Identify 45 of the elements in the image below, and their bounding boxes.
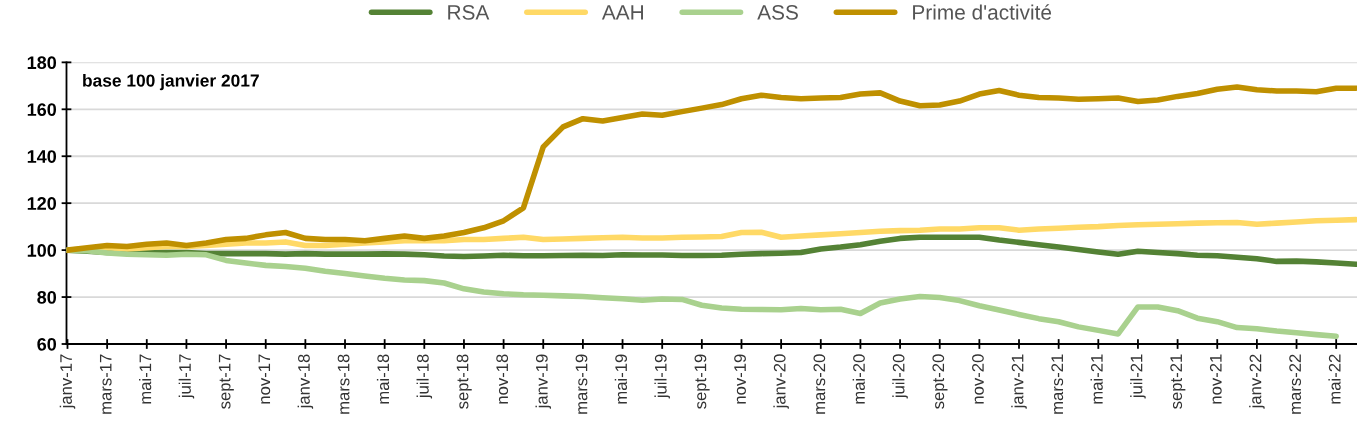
x-tick-label: mai-20 [852, 354, 865, 404]
y-tick-label: 180 [27, 56, 57, 70]
x-tick-label: mai-19 [614, 354, 628, 404]
x-tick-label: juil-21 [1130, 354, 1146, 399]
x-tick-label: janv-18 [297, 354, 314, 409]
annotation: base 100 janvier 2017 [83, 73, 259, 91]
x-tick-label: juil-18 [416, 354, 433, 399]
x-tick-label: mai-22 [1328, 354, 1341, 404]
y-tick-label: 60 [37, 337, 57, 351]
x-tick-label: sept-17 [218, 354, 234, 409]
x-tick-label: nov-17 [258, 354, 271, 404]
legend-label: AAH [601, 5, 643, 20]
x-tick-label: mars-19 [575, 354, 588, 414]
x-tick-label: nov-20 [972, 354, 984, 404]
x-tick-label: mai-18 [376, 354, 390, 404]
x-tick-label: sept-20 [932, 354, 948, 409]
x-tick-label: juil-17 [178, 354, 195, 399]
x-tick-label: mai-17 [139, 354, 152, 404]
x-tick-label: nov-18 [496, 354, 509, 404]
x-tick-label: janv-22 [1249, 354, 1265, 409]
x-tick-label: nov-21 [1209, 354, 1222, 404]
x-tick-label: juil-19 [654, 354, 670, 399]
x-tick-label: mars-21 [1051, 354, 1064, 414]
y-tick-label: 120 [27, 197, 57, 210]
x-tick-label: sept-18 [456, 354, 472, 409]
x-tick-label: mars-17 [99, 354, 112, 414]
y-tick-label: 160 [27, 103, 57, 117]
x-tick-label: janv-17 [59, 354, 76, 409]
legend-label: ASS [757, 5, 798, 20]
y-tick-label: 140 [27, 150, 57, 163]
x-tick-label: nov-19 [734, 354, 746, 404]
x-tick-label: mars-20 [813, 354, 826, 414]
y-tick-label: 100 [27, 244, 57, 257]
x-tick-label: janv-20 [773, 354, 789, 409]
x-tick-label: sept-21 [1170, 354, 1186, 409]
y-tick-label: 80 [37, 290, 57, 304]
x-tick-label: juil-20 [892, 354, 908, 399]
x-tick-label: janv-19 [535, 354, 552, 409]
x-tick-label: sept-19 [694, 354, 710, 409]
x-tick-label: janv-21 [1011, 354, 1027, 409]
x-tick-label: mars-22 [1289, 354, 1302, 414]
legend-label: RSA [448, 5, 490, 20]
x-tick-label: mai-21 [1090, 354, 1103, 404]
legend-label: Prime d'activité [913, 4, 1052, 20]
x-tick-label: mars-18 [337, 354, 350, 414]
